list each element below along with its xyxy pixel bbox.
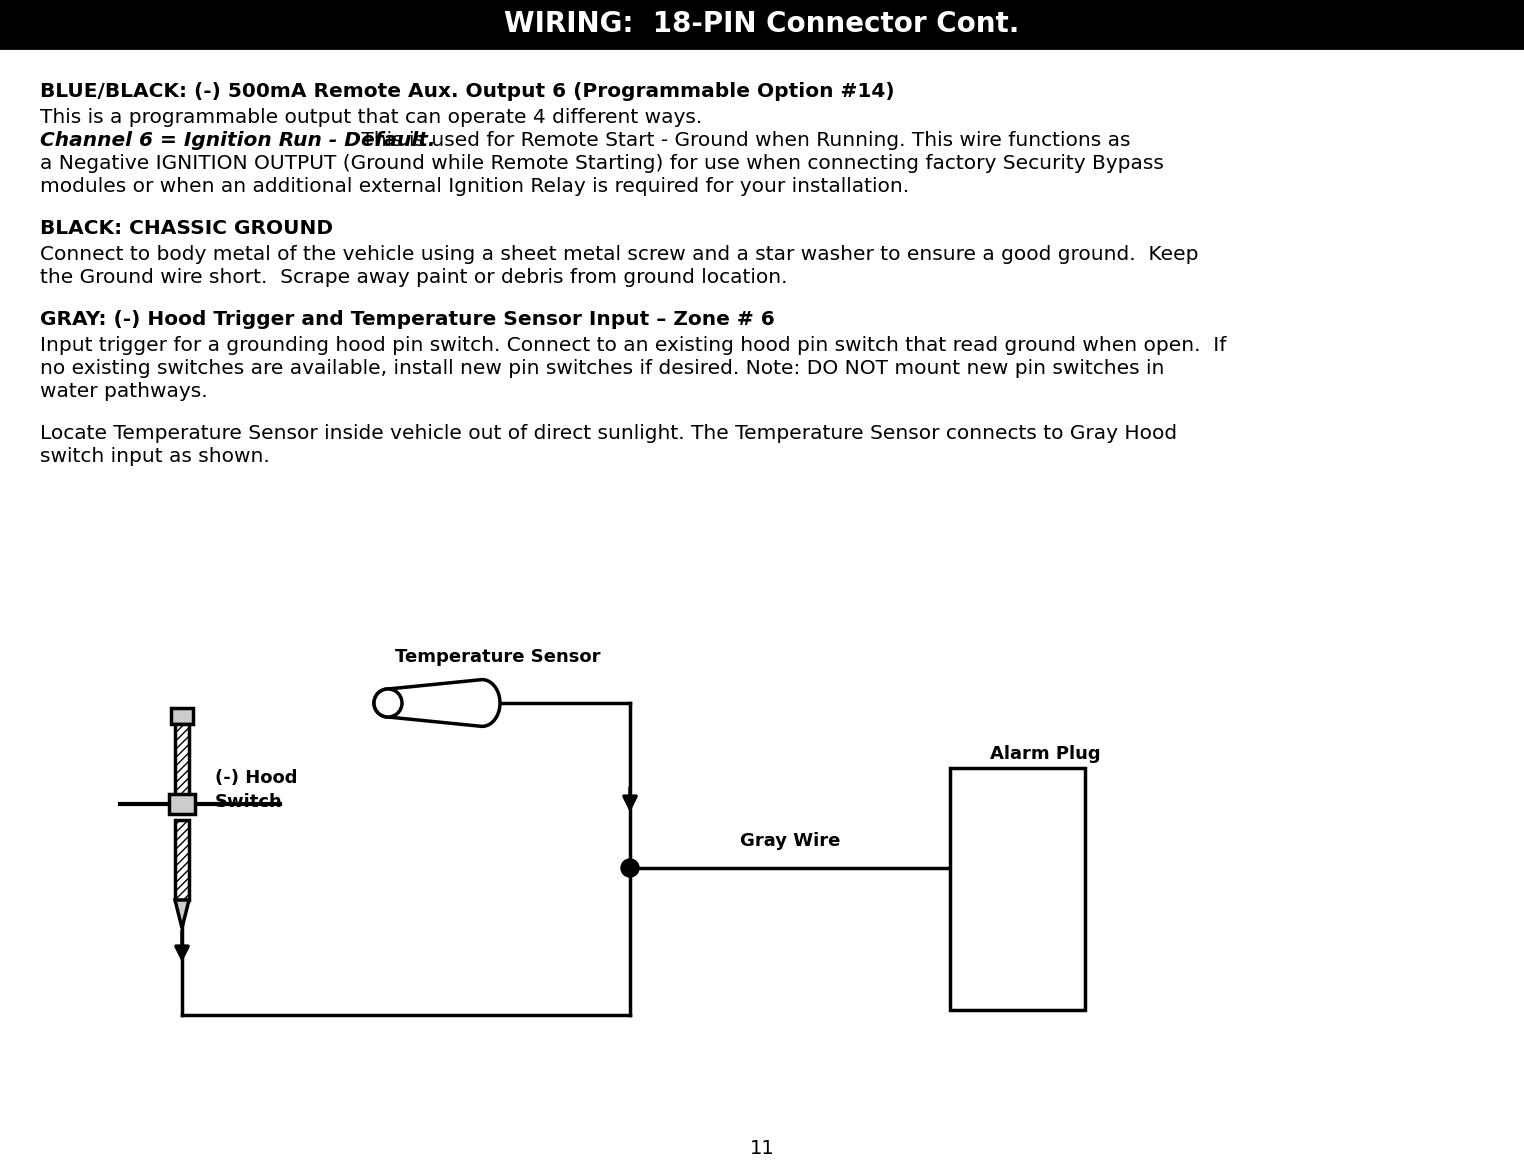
Text: Temperature Sensor: Temperature Sensor [395,648,600,666]
Bar [169,794,195,814]
Text: BLACK: CHASSIC GROUND: BLACK: CHASSIC GROUND [40,219,334,238]
Text: a Negative IGNITION OUTPUT (Ground while Remote Starting) for use when connectin: a Negative IGNITION OUTPUT (Ground while… [40,155,1164,173]
Text: WIRING:  18-PIN Connector Cont.: WIRING: 18-PIN Connector Cont. [504,11,1020,37]
Bar [171,708,194,724]
Text: Gray Wire: Gray Wire [739,833,840,850]
Bar [175,820,189,900]
Bar [949,768,1085,1011]
Bar [0,0,1524,48]
Text: the Ground wire short.  Scrape away paint or debris from ground location.: the Ground wire short. Scrape away paint… [40,268,788,287]
Text: BLUE/BLACK: (-) 500mA Remote Aux. Output 6 (Programmable Option #14): BLUE/BLACK: (-) 500mA Remote Aux. Output… [40,82,895,101]
Circle shape [620,860,639,877]
Text: This is a programmable output that can operate 4 different ways.: This is a programmable output that can o… [40,108,703,126]
Polygon shape [373,679,500,726]
Text: no existing switches are available, install new pin switches if desired. Note: D: no existing switches are available, inst… [40,359,1164,378]
Circle shape [373,689,402,717]
Bar [175,724,189,804]
Text: Alarm Plug: Alarm Plug [991,745,1100,763]
Text: 11: 11 [750,1138,774,1157]
Text: switch input as shown.: switch input as shown. [40,447,270,466]
Text: Channel 6 = Ignition Run - Default.: Channel 6 = Ignition Run - Default. [40,131,436,150]
Text: GRAY: (-) Hood Trigger and Temperature Sensor Input – Zone # 6: GRAY: (-) Hood Trigger and Temperature S… [40,310,774,329]
Text: Locate Temperature Sensor inside vehicle out of direct sunlight. The Temperature: Locate Temperature Sensor inside vehicle… [40,424,1177,443]
Text: water pathways.: water pathways. [40,382,207,400]
Text: (-) Hood
Switch: (-) Hood Switch [215,769,297,810]
Text: modules or when an additional external Ignition Relay is required for your insta: modules or when an additional external I… [40,177,910,196]
Text: Connect to body metal of the vehicle using a sheet metal screw and a star washer: Connect to body metal of the vehicle usi… [40,245,1198,263]
Text: Input trigger for a grounding hood pin switch. Connect to an existing hood pin s: Input trigger for a grounding hood pin s… [40,336,1227,355]
Polygon shape [175,900,189,927]
Text: This is used for Remote Start - Ground when Running. This wire functions as: This is used for Remote Start - Ground w… [355,131,1131,150]
